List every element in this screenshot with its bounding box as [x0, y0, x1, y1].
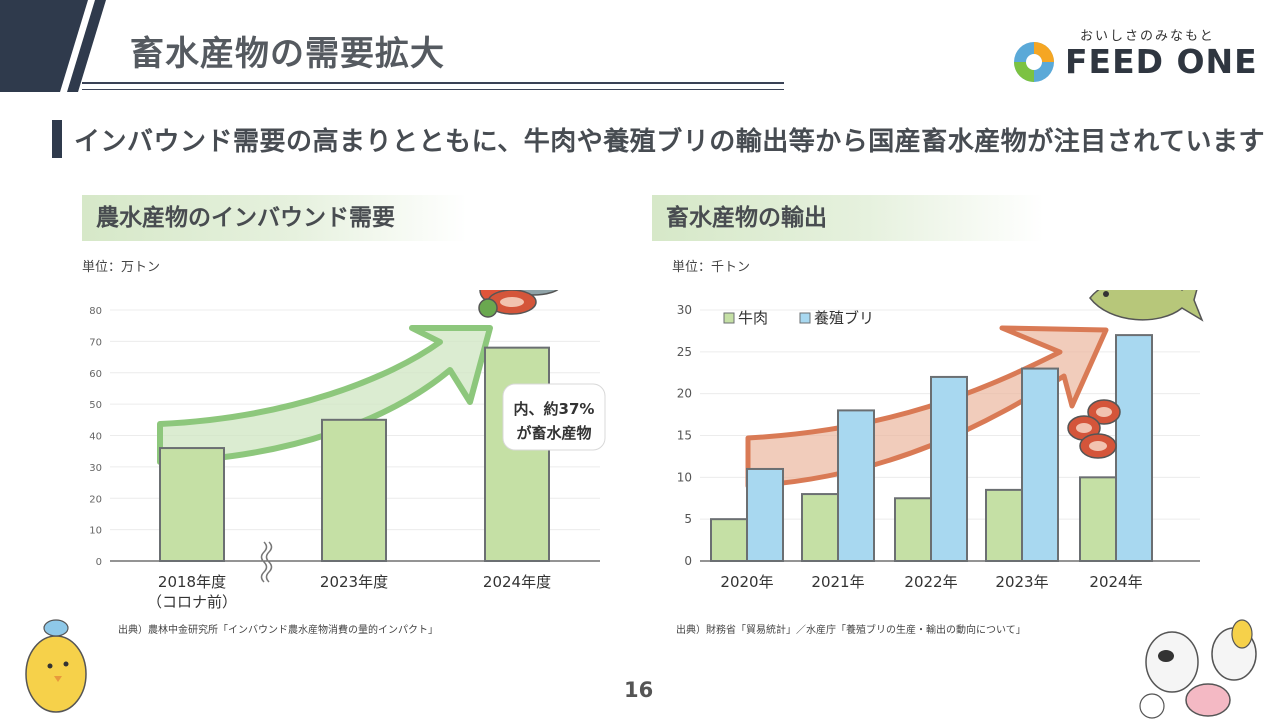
callout-bubble: 内、約37% が畜水産物 — [502, 383, 606, 451]
x-tick-label: 2018年度 — [158, 573, 226, 591]
axis-break-mark — [265, 541, 273, 583]
page-title: 畜水産物の需要拡大 — [130, 34, 445, 74]
food-illustration — [478, 290, 559, 318]
bar-yellowtail — [930, 375, 968, 562]
bar-yellowtail — [1021, 367, 1059, 562]
bar-inbound — [159, 447, 225, 562]
inbound-demand-chart: 0 10 20 30 40 50 60 70 80 2018年度 （コロナ前） 2023年度 2024… — [89, 290, 606, 611]
bar-yellowtail — [837, 409, 875, 563]
bar-inbound — [321, 418, 387, 562]
legend-label: 養殖ブリ — [814, 309, 874, 327]
broccoli-icon — [478, 298, 498, 318]
y-tick-label: 80 — [89, 306, 102, 317]
x-tick-label: （コロナ前） — [147, 593, 237, 611]
x-tick-label: 2024年 — [1089, 573, 1142, 591]
y-tick-label: 0 — [684, 554, 692, 568]
chick-icon — [1231, 619, 1253, 649]
y-tick-label: 10 — [677, 470, 692, 484]
x-tick-label: 2020年 — [720, 573, 773, 591]
y-tick-label: 40 — [89, 432, 102, 443]
brand-tagline: おいしさのみなもと — [1080, 29, 1215, 44]
x-tick-label: 2023年 — [995, 573, 1048, 591]
right-panel-heading: 畜水産物の輸出 — [652, 195, 1044, 241]
callout-line-1: 内、約37% — [514, 400, 595, 418]
y-tick-label: 25 — [677, 345, 692, 359]
callout-line-2: が畜水産物 — [516, 424, 591, 442]
y-tick-label: 60 — [89, 369, 102, 380]
export-chart: 0 5 10 15 20 25 30 2020年 2021年 2022年 2023年 2024年 牛… — [677, 290, 1204, 591]
right-source: 出典）財務省「貿易統計」／水産庁「養殖ブリの生産・輸出の動向について」 — [676, 625, 1026, 636]
fish-illustration — [1089, 290, 1204, 322]
y-tick-label: 30 — [677, 303, 692, 317]
x-tick-label: 2022年 — [904, 573, 957, 591]
header-decoration — [0, 0, 106, 92]
legend-swatch — [723, 312, 735, 324]
y-tick-label: 20 — [89, 494, 102, 505]
title-underline — [82, 82, 784, 84]
y-tick-label: 0 — [96, 557, 102, 568]
y-tick-label: 5 — [684, 512, 692, 526]
brand-name: FEED ONE — [1065, 42, 1258, 81]
title-underline-thin — [82, 89, 784, 90]
page-number: 16 — [624, 678, 654, 702]
y-tick-label: 20 — [677, 387, 692, 401]
y-tick-label: 70 — [89, 337, 102, 348]
farm-animals-icon — [1139, 619, 1257, 719]
bar-beef — [985, 488, 1023, 562]
bar-beef — [894, 497, 932, 562]
x-tick-label: 2024年度 — [483, 573, 551, 591]
left-source: 出典）農林中金研究所「インバウンド農水産物消費の量的インパクト」 — [118, 625, 438, 636]
right-unit-label: 単位：千トン — [672, 260, 751, 275]
chart-legend: 牛肉 養殖ブリ — [723, 309, 874, 327]
legend-label: 牛肉 — [738, 309, 768, 327]
y-tick-label: 50 — [89, 400, 102, 411]
y-tick-label: 30 — [89, 463, 102, 474]
y-tick-label: 15 — [677, 429, 692, 443]
x-tick-label: 2021年 — [811, 573, 864, 591]
yellowtail-fish-icon — [1089, 290, 1204, 322]
chick-mascot-icon — [25, 619, 87, 713]
chicken-icon — [1139, 693, 1165, 719]
steak-illustration — [1067, 399, 1121, 459]
left-unit-label: 単位：万トン — [82, 260, 161, 275]
x-tick-label: 2023年度 — [320, 573, 388, 591]
bar-inbound — [484, 346, 550, 563]
axis-break-mark — [260, 541, 268, 583]
bar-beef — [1079, 476, 1117, 562]
subtitle-marker — [52, 120, 62, 158]
bar-beef — [710, 518, 748, 563]
legend-swatch — [799, 312, 811, 324]
growth-arrow-green — [157, 325, 493, 465]
bar-yellowtail — [1115, 334, 1153, 562]
left-panel-heading: 農水産物のインバウンド需要 — [82, 195, 467, 241]
bar-beef — [801, 493, 839, 562]
cow-icon — [1145, 631, 1199, 693]
pig-icon — [1185, 683, 1231, 717]
feed-one-logo-icon — [1014, 42, 1054, 82]
bar-yellowtail — [746, 467, 784, 562]
subtitle: インバウンド需要の高まりとともに、牛肉や養殖ブリの輸出等から国産畜水産物が注目さ… — [74, 127, 1265, 157]
y-tick-label: 10 — [89, 526, 102, 537]
